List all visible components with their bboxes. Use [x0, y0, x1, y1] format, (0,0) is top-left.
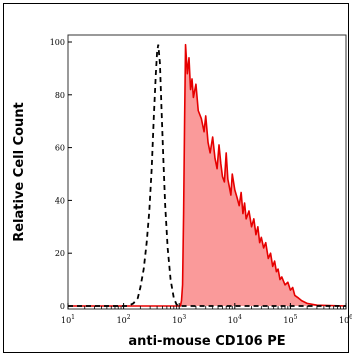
x-tick-label: 102 — [117, 314, 131, 325]
y-axis: 0 20 40 60 80 100 — [50, 38, 72, 311]
x-tick-label: 103 — [172, 314, 186, 325]
y-tick-label: 40 — [55, 196, 65, 205]
series-red-line — [68, 43, 347, 307]
y-tick-label: 80 — [55, 91, 65, 100]
x-tick-label: 104 — [228, 314, 242, 325]
y-tick-label: 20 — [55, 249, 65, 258]
x-tick-label: 105 — [283, 314, 297, 325]
plot-marks — [68, 43, 347, 307]
y-axis-label: Relative Cell Count — [12, 102, 27, 242]
x-tick-label: 101 — [61, 314, 75, 325]
x-tick-label: 106 — [339, 314, 352, 325]
y-tick-label: 0 — [60, 302, 65, 311]
series-dashed-line — [68, 44, 346, 307]
plot-frame — [67, 34, 347, 310]
x-axis: 101 102 103 104 105 106 — [61, 303, 352, 325]
y-tick-label: 100 — [50, 38, 65, 47]
series-red-area — [68, 44, 346, 306]
x-axis-label: anti-mouse CD106 PE — [128, 334, 285, 349]
figure-border — [3, 3, 349, 353]
y-tick-label: 60 — [55, 144, 65, 153]
